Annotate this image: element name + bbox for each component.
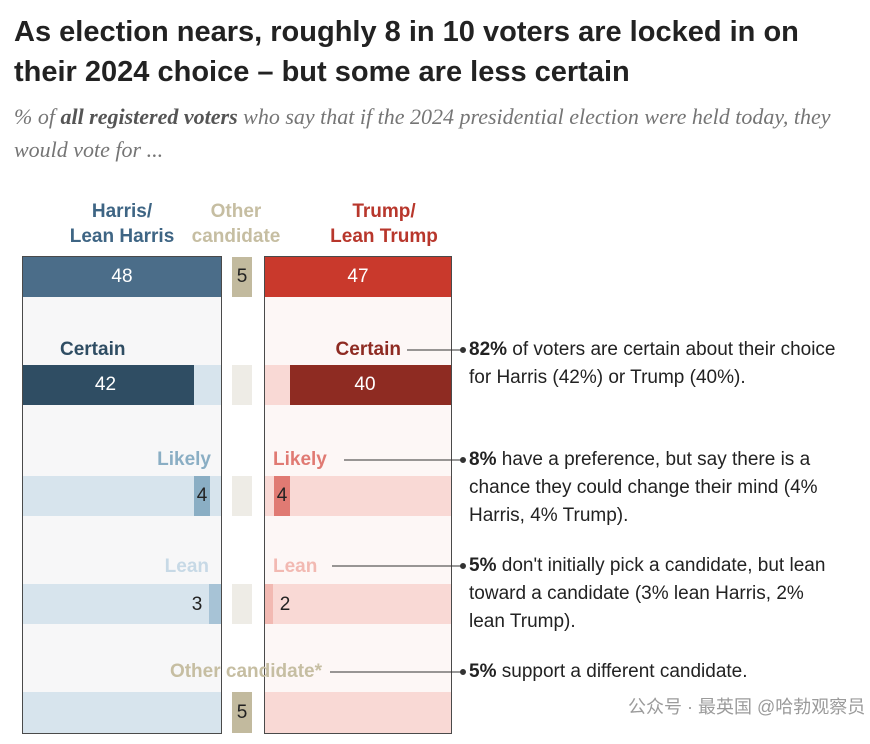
trump-column-header: Trump/Lean Trump — [330, 201, 438, 247]
trump-likely-bar — [274, 476, 290, 516]
other-total-bar — [232, 257, 252, 297]
trump-certain-bar — [290, 365, 451, 405]
harris-other-track — [23, 692, 221, 733]
other-candidate-label: 5 — [236, 702, 248, 723]
trump-certain-label: 40 — [354, 374, 376, 395]
chart-title: As election nears, roughly 8 in 10 voter… — [14, 16, 799, 88]
harris-likely-heading: Likely — [157, 449, 211, 470]
other-candidate-bar — [232, 692, 252, 733]
other-certain-track — [232, 365, 252, 405]
harris-likely-label: 4 — [196, 485, 208, 506]
harris-likely-bar — [194, 476, 210, 516]
watermark: 公众号 · 最英国 @哈勃观察员 — [628, 697, 866, 717]
harris-lean-bar — [209, 584, 221, 624]
harris-lean-heading: Lean — [164, 556, 209, 577]
trump-total-bar — [265, 257, 451, 297]
harris-certain-heading: Certain — [60, 339, 126, 360]
trump-lean-heading: Lean — [273, 556, 318, 577]
other-total-label: 5 — [236, 266, 248, 287]
other-column-header: Other candidate — [191, 201, 281, 247]
other-candidate-heading: Other candidate* — [169, 661, 322, 682]
harris-column-header: Harris/Lean Harris — [69, 201, 175, 247]
trump-lean-bar — [265, 584, 273, 624]
annotation-certain: 82% of voters are certain about their ch… — [469, 339, 836, 388]
trump-other-track — [265, 692, 451, 733]
certain-leader-dot — [460, 347, 466, 353]
harris-total-label: 48 — [111, 266, 133, 287]
trump-likely-label: 4 — [276, 485, 288, 506]
harris-total-bar — [23, 257, 221, 297]
harris-lean-track — [23, 584, 221, 624]
annotation-lean: 5% don't initially pick a candidate, but… — [469, 555, 826, 632]
other-leader-dot — [460, 669, 466, 675]
lean-leader-dot — [460, 563, 466, 569]
harris-lean-label: 3 — [191, 594, 203, 615]
trump-likely-heading: Likely — [273, 449, 327, 470]
trump-lean-track — [265, 584, 451, 624]
trump-certain-heading: Certain — [335, 339, 401, 360]
chart-subtitle: % of all registered voters who say that … — [14, 104, 831, 162]
trump-likely-track — [265, 476, 451, 516]
trump-total-label: 47 — [347, 266, 369, 287]
annotation-likely: 8% have a preference, but say there is a… — [469, 449, 818, 526]
other-likely-track — [232, 476, 252, 516]
annotation-other: 5% support a different candidate. — [469, 661, 748, 682]
other-lean-track — [232, 584, 252, 624]
likely-leader-dot — [460, 457, 466, 463]
harris-certain-label: 42 — [94, 374, 117, 395]
trump-lean-label: 2 — [279, 594, 291, 615]
harris-likely-track — [23, 476, 221, 516]
harris-certain-bar — [23, 365, 194, 405]
